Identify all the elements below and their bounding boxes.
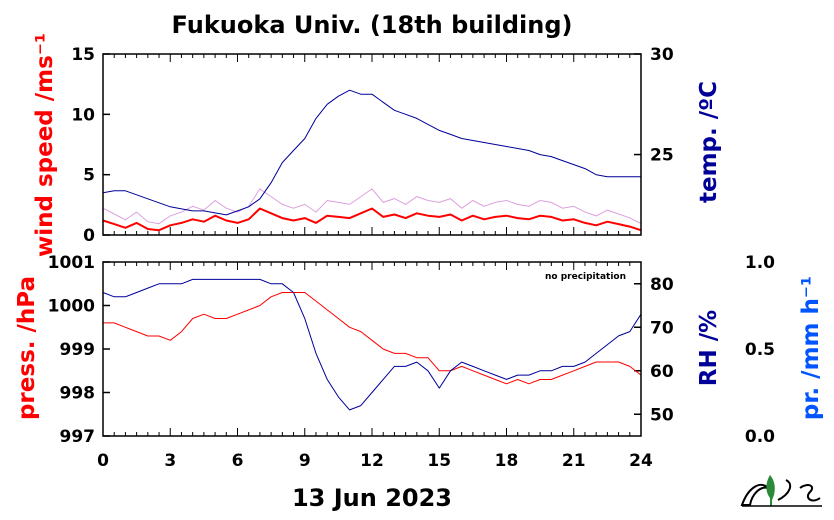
rh-tick-label: 70 (650, 318, 674, 338)
rh-tick-label: 50 (650, 405, 674, 425)
x-tick-label: 18 (495, 451, 519, 471)
pressure-tick-label: 998 (60, 384, 96, 404)
rh-line (102, 278, 642, 411)
temp-tick-label: 25 (650, 146, 674, 166)
temperature-line (102, 89, 641, 216)
precip-axis: 0.0 0.5 1.0 (745, 253, 775, 447)
wind-gust-line (102, 188, 642, 225)
pressure-line (103, 292, 642, 385)
x-tick-label: 9 (299, 451, 311, 471)
bottom-left-ticks: 997 998 999 1000 1001 (48, 253, 110, 447)
pressure-axis-label: press. /hPa (14, 276, 40, 420)
chart-title: Fukuoka Univ. (18th building) (172, 11, 573, 39)
top-left-ticks: 0 5 10 15 (71, 45, 110, 246)
wind-tick-label: 0 (83, 226, 95, 246)
x-axis-ticks: 0 3 6 9 12 15 18 21 24 (97, 451, 653, 471)
x-tick-label: 3 (164, 451, 176, 471)
pressure-tick-label: 1000 (48, 297, 95, 317)
top-panel: 0 5 10 15 25 30 wind speed /ms⁻¹ temp. /ºC (32, 33, 722, 257)
bottom-right-ticks: 50 60 70 80 (634, 275, 674, 425)
top-plot-frame (102, 53, 642, 236)
pressure-tick-label: 997 (60, 427, 96, 447)
x-tick-label: 15 (427, 451, 451, 471)
x-tick-label: 24 (629, 451, 653, 471)
date-label: 13 Jun 2023 (292, 484, 452, 512)
x-tick-label: 21 (562, 451, 586, 471)
wind-speed-line (102, 207, 642, 232)
precip-tick-label: 0.0 (745, 427, 775, 447)
precip-axis-label: pr. /mm h⁻¹ (798, 276, 824, 420)
rh-tick-label: 80 (650, 275, 674, 295)
x-tick-label: 6 (232, 451, 244, 471)
rh-tick-label: 60 (650, 362, 674, 382)
bottom-minor-ticks (102, 262, 642, 436)
rh-axis-label: RH /% (696, 310, 722, 386)
bottom-plot-frame (102, 261, 642, 437)
wind-tick-label: 10 (71, 105, 95, 125)
top-series (102, 89, 642, 232)
bottom-series (102, 278, 642, 411)
x-tick-label: 0 (97, 451, 109, 471)
x-tick-label: 12 (360, 451, 384, 471)
precip-tick-label: 1.0 (745, 253, 775, 273)
wind-tick-label: 5 (83, 166, 95, 186)
top-right-ticks: 25 30 (634, 45, 674, 166)
pressure-tick-label: 1001 (48, 253, 95, 273)
wind-axis-label: wind speed /ms⁻¹ (32, 33, 58, 257)
bottom-panel: 997 998 999 1000 1001 50 60 70 80 no precipitat… (14, 253, 824, 447)
precip-tick-label: 0.5 (745, 340, 775, 360)
precip-note: no precipitation (545, 272, 626, 282)
temp-tick-label: 30 (650, 45, 674, 65)
institute-logo (740, 475, 822, 507)
temp-axis-label: temp. /ºC (696, 81, 722, 203)
wind-tick-label: 15 (71, 45, 95, 65)
pressure-tick-label: 999 (60, 340, 96, 360)
